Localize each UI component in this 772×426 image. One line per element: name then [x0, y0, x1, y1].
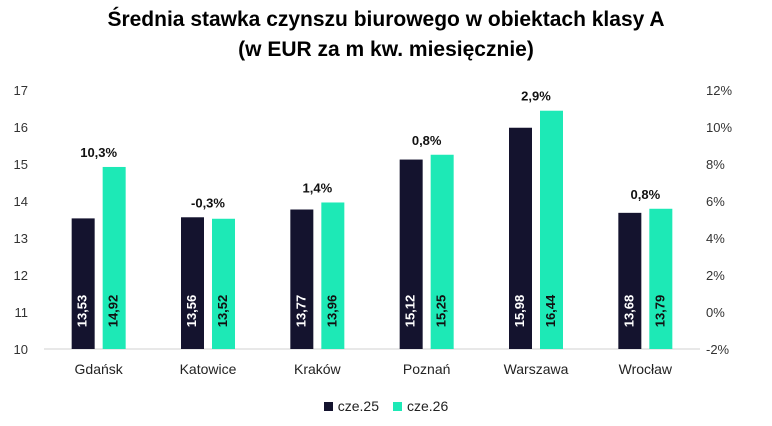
bar-cze26-2	[321, 202, 345, 349]
bar-value-label: 13,53	[75, 295, 90, 328]
bar-value-label: 13,68	[621, 295, 636, 328]
bar-cze26-4	[540, 110, 563, 349]
legend: cze.25 cze.26	[0, 398, 772, 414]
change-label: 1,4%	[303, 180, 333, 195]
change-label: 0,8%	[412, 133, 442, 148]
bar-cze25-3	[399, 159, 423, 349]
legend-item-cze25: cze.25	[323, 398, 379, 414]
x-category-label: Kraków	[294, 361, 342, 377]
bar-value-label: 13,56	[184, 295, 199, 328]
bar-value-label: 16,44	[543, 294, 558, 327]
bar-value-label: 13,79	[652, 295, 667, 328]
legend-label-cze26: cze.26	[407, 398, 449, 414]
y-right-tick-label: 10%	[706, 120, 732, 135]
bar-cze26-3	[430, 154, 454, 349]
y-right-tick-label: -2%	[706, 342, 730, 357]
x-category-label: Warszawa	[504, 361, 569, 377]
bar-cze26-5	[649, 208, 673, 349]
change-label: -0,3%	[191, 195, 225, 210]
x-category-label: Gdańsk	[75, 361, 124, 377]
y-left-tick-label: 15	[14, 157, 28, 172]
x-category-label: Katowice	[180, 361, 237, 377]
bar-cze26-0	[102, 166, 126, 349]
change-label: 2,9%	[521, 89, 551, 104]
legend-swatch-cze25	[323, 401, 333, 411]
chart-subtitle: (w EUR za m kw. miesięcznie)	[238, 38, 534, 61]
bar-value-label: 15,98	[512, 295, 527, 328]
bar-cze25-0	[71, 218, 95, 349]
x-category-label: Poznań	[403, 361, 450, 377]
y-left-tick-label: 14	[14, 194, 28, 209]
y-right-tick-label: 8%	[706, 157, 725, 172]
y-right-tick-label: 2%	[706, 268, 725, 283]
y-left-tick-label: 17	[14, 83, 28, 98]
bar-cze25-5	[618, 212, 642, 349]
change-label: 10,3%	[80, 145, 117, 160]
bar-value-label: 15,12	[403, 295, 418, 328]
legend-swatch-cze26	[393, 401, 402, 411]
y-left-tick-label: 10	[14, 342, 28, 357]
bar-cze26-1	[212, 218, 235, 349]
bar-value-label: 13,52	[215, 295, 230, 328]
y-left-tick-label: 11	[15, 305, 29, 320]
bar-value-label: 13,77	[293, 295, 308, 328]
change-label: 0,8%	[631, 187, 661, 202]
y-left-tick-label: 16	[14, 120, 28, 135]
bar-cze25-4	[509, 127, 532, 350]
y-right-tick-label: 6%	[706, 194, 725, 209]
bar-value-label: 15,25	[434, 295, 449, 328]
y-left-tick-label: 13	[14, 231, 28, 246]
y-right-tick-label: 0%	[706, 305, 725, 320]
bar-cze25-1	[181, 217, 204, 349]
y-right-tick-label: 4%	[706, 231, 725, 246]
x-category-label: Wrocław	[619, 361, 673, 377]
bar-value-label: 14,92	[106, 295, 121, 328]
bar-cze25-2	[290, 209, 314, 349]
legend-item-cze26: cze.26	[393, 398, 448, 414]
legend-label-cze25: cze.25	[337, 398, 379, 414]
chart-title: Średnia stawka czynszu biurowego w obiek…	[107, 8, 665, 31]
y-right-tick-label: 12%	[706, 83, 732, 98]
bar-value-label: 13,96	[324, 295, 339, 328]
y-left-tick-label: 12	[14, 268, 28, 283]
